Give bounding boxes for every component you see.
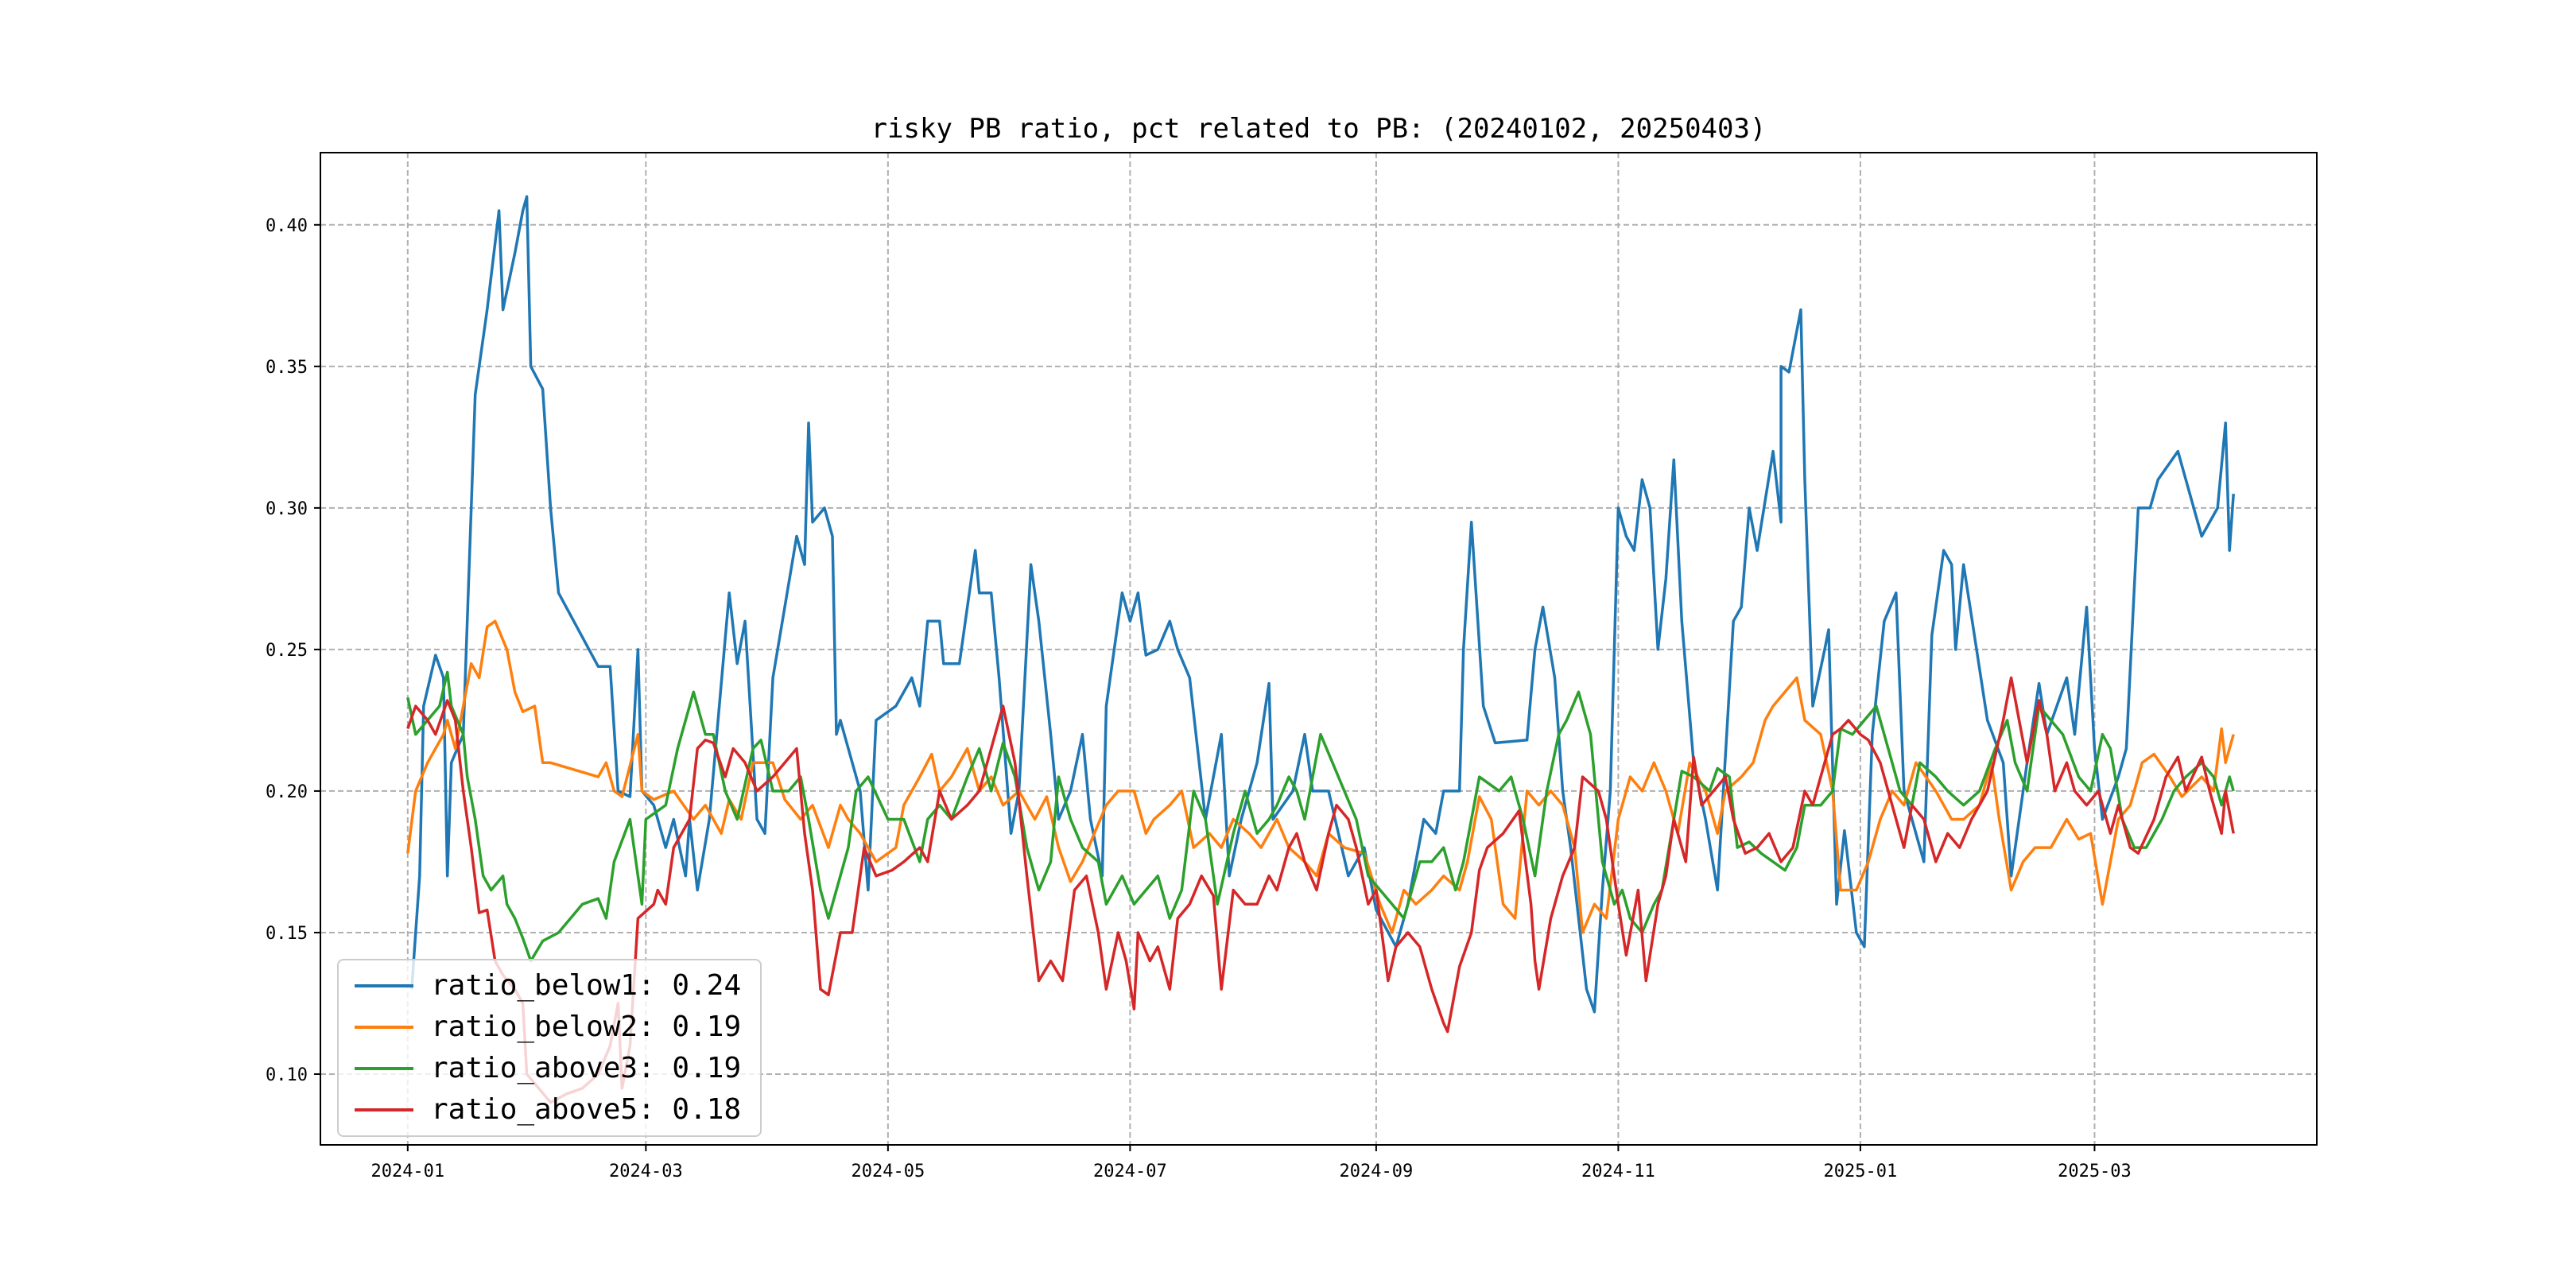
y-tick-label: 0.10 [266,1065,308,1085]
legend-swatch [355,1026,413,1029]
y-tick-label: 0.15 [266,924,308,944]
legend-label: ratio_below2: 0.19 [431,1011,742,1043]
legend-label: ratio_above3: 0.19 [431,1052,742,1084]
legend-swatch [355,1067,413,1070]
y-tick-label: 0.30 [266,499,308,519]
legend-label: ratio_below1: 0.24 [431,969,742,1002]
chart-title: risky PB ratio, pct related to PB: (2024… [871,113,1767,145]
x-tick-label: 2024-07 [1093,1162,1167,1181]
y-tick-label: 0.25 [266,641,308,661]
x-tick-label: 2025-01 [1824,1162,1898,1181]
legend-item-ratio-below2: ratio_below2: 0.19 [339,1007,741,1048]
x-tick-label: 2024-05 [852,1162,925,1181]
legend-item-ratio-below1: ratio_below1: 0.24 [339,965,741,1007]
legend-item-ratio-above5: ratio_above5: 0.18 [339,1089,741,1131]
x-tick-label: 2024-09 [1340,1162,1414,1181]
series-line-ratio-above5 [406,676,2235,1104]
plot-frame [320,152,2318,1146]
legend-label: ratio_above5: 0.18 [431,1093,742,1126]
legend-swatch [355,1108,413,1111]
x-tick-label: 2025-03 [2058,1162,2132,1181]
legend-item-ratio-above3: ratio_above3: 0.19 [339,1048,741,1089]
y-tick-label: 0.35 [266,358,308,378]
y-tick-label: 0.40 [266,216,308,236]
y-tick-label: 0.20 [266,782,308,802]
legend: ratio_below1: 0.24 ratio_below2: 0.19 ra… [337,959,762,1137]
series-line-ratio-below1 [410,195,2235,1014]
x-tick-label: 2024-11 [1581,1162,1655,1181]
legend-swatch [355,984,413,987]
series-line-ratio-below2 [406,619,2235,934]
x-tick-label: 2024-01 [370,1162,444,1181]
series-line-ratio-above3 [406,670,2235,963]
x-tick-label: 2024-03 [609,1162,683,1181]
